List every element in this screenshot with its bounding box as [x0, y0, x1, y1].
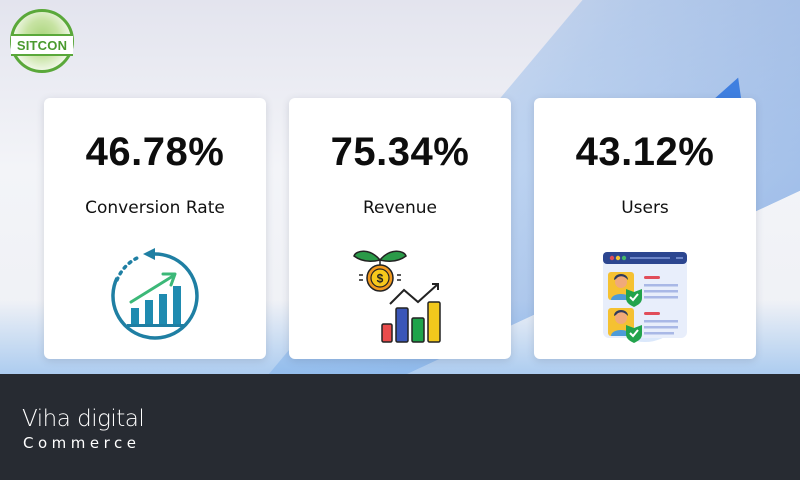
stat-label: Users [621, 198, 669, 218]
stat-label: Conversion Rate [85, 198, 225, 218]
stat-value: 46.78% [85, 130, 225, 174]
footer-bar: Viha digital Commerce [0, 374, 800, 480]
brand-name: Viha digital [22, 406, 145, 432]
stat-card-conversion-rate: 46.78% Conversion Rate [44, 98, 266, 359]
stat-value: 43.12% [575, 130, 715, 174]
stat-card-revenue: 75.34% Revenue $ [289, 98, 511, 359]
stat-label: Revenue [362, 198, 438, 218]
money-plant-bar-chart-icon: $ [350, 244, 450, 348]
growth-chart-cycle-icon [107, 248, 203, 348]
stat-card-users: 43.12% Users [534, 98, 756, 359]
sitcon-logo: SITCON [10, 9, 74, 73]
verified-user-profiles-icon [600, 248, 690, 348]
stat-value: 75.34% [330, 130, 470, 174]
svg-text:$: $ [377, 272, 384, 286]
logo-text: SITCON [11, 34, 73, 56]
brand-tagline: Commerce [23, 434, 141, 452]
